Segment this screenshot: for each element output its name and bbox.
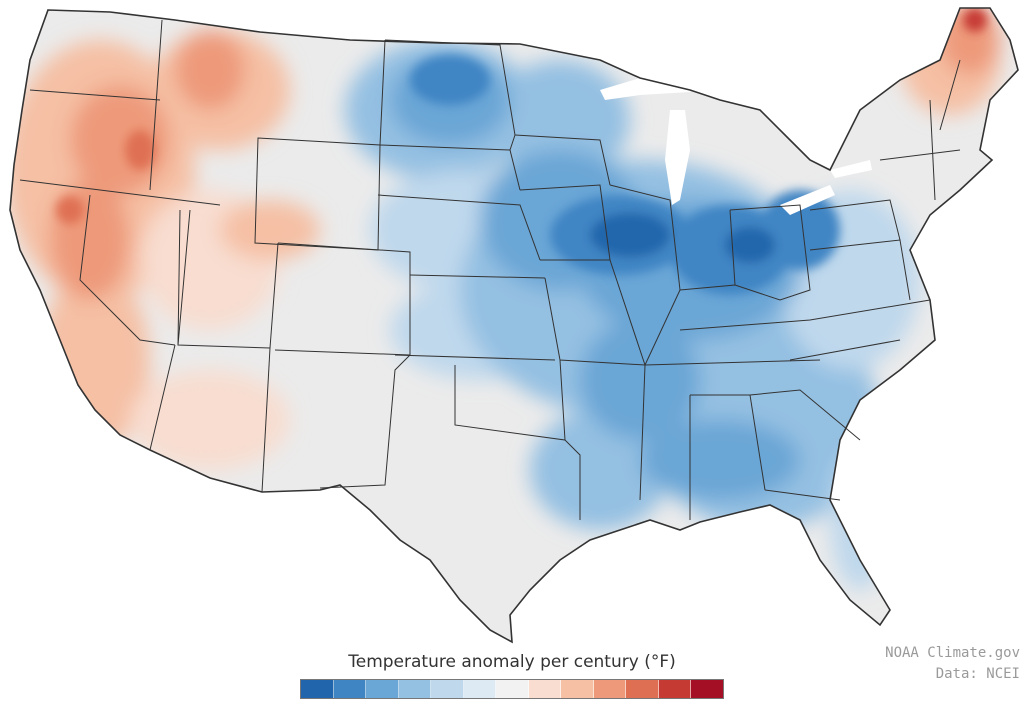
legend-swatch bbox=[431, 680, 464, 698]
legend-swatch bbox=[366, 680, 399, 698]
legend-swatch bbox=[626, 680, 659, 698]
legend-swatch bbox=[333, 680, 367, 698]
state-borders bbox=[9, 7, 1019, 643]
legend-swatch bbox=[301, 680, 334, 698]
credit-source: NOAA Climate.gov bbox=[885, 645, 1020, 661]
legend-color-scale bbox=[300, 679, 724, 699]
great-lakes bbox=[600, 75, 872, 215]
legend-swatch bbox=[658, 680, 692, 698]
legend-swatch bbox=[561, 680, 594, 698]
legend-swatch bbox=[496, 680, 529, 698]
legend-swatch bbox=[528, 680, 562, 698]
legend-swatch bbox=[691, 680, 723, 698]
legend-title: Temperature anomaly per century (°F) bbox=[348, 652, 676, 672]
anomaly-shading bbox=[10, 8, 1000, 590]
legend-swatch bbox=[463, 680, 497, 698]
legend-swatch bbox=[593, 680, 627, 698]
credit-data: Data: NCEI bbox=[935, 666, 1020, 682]
legend-swatch bbox=[398, 680, 432, 698]
